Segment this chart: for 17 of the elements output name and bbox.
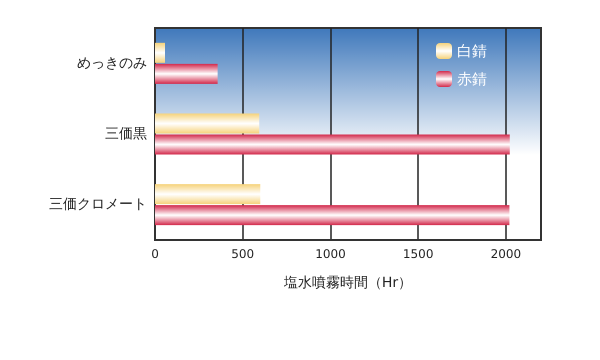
y-tick-label: めっきのみ (77, 55, 147, 72)
legend-label: 白錆 (457, 42, 487, 60)
x-axis-title: 塩水噴霧時間（Hr） (282, 275, 412, 291)
bar (155, 64, 218, 84)
x-tick-label: 2000 (490, 247, 522, 261)
y-tick-label: 三価黒 (105, 126, 147, 142)
bar (155, 114, 260, 134)
bar (155, 184, 260, 204)
x-tick-label: 1500 (402, 247, 434, 261)
bar (155, 42, 165, 63)
bar (155, 134, 510, 154)
x-tick-label: 1000 (315, 247, 346, 261)
x-tick-label: 500 (231, 247, 254, 261)
legend-label: 赤錆 (457, 70, 487, 88)
bar (155, 205, 510, 226)
y-tick-label: 三価クロメート (49, 196, 147, 213)
x-tick-label: 0 (151, 247, 159, 261)
